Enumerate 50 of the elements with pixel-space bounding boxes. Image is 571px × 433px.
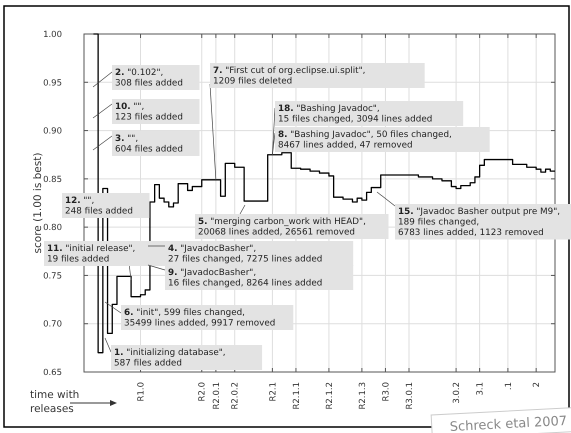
annotation: 6. "init", 599 files changed, 35499 lines added, 9917 removed <box>124 308 276 328</box>
callout: 10. "", 123 files added <box>92 99 200 124</box>
callout: 15. "Javadoc Basher output pre M9", 189 files changed, 6783 lines added, 1123 removed <box>376 192 571 240</box>
annotation: 18. "Bashing Javadoc", 15 files changed, 3094 lines added <box>278 104 432 124</box>
y-axis-title: score (1.00 is best) <box>32 152 44 254</box>
callout: 6. "init", 599 files changed, 35499 lines added, 9917 removed <box>104 302 294 330</box>
x-tick-label: R2.0 <box>198 382 208 402</box>
x-tick-label: R2.1.3 <box>358 382 368 410</box>
y-tick-label: 0.85 <box>43 174 62 185</box>
x-tick-label: R3.0 <box>381 382 392 402</box>
callout: 2. "0.102", 308 files added <box>92 65 200 90</box>
x-tick-label: R3.0.1 <box>404 382 415 410</box>
annotation: 8. "Bashing Javadoc", 50 files changed, 8467 lines added, 47 removed <box>278 130 452 150</box>
callout: 5. "merging carbon_work with HEAD", 20068 lines added, 26561 removed <box>195 204 388 239</box>
annotation: 12. "", 248 files added <box>65 196 133 216</box>
annotation: 10. "", 123 files added <box>115 102 183 122</box>
annotation: 15. "Javadoc Basher output pre M9", 189 files changed, 6783 lines added, 1123 removed <box>398 207 560 238</box>
annotation: 11. "initial release", 19 files added <box>47 244 136 264</box>
callout: 9. "JavadocBasher", 16 files changed, 8264 lines added <box>148 264 354 290</box>
annotation: 7. "First cut of org.eclipse.ui.split", 1209 files deleted <box>213 66 366 86</box>
x-tick-label: R2.1 <box>268 382 278 402</box>
x-axis-title: time with releases <box>30 389 80 415</box>
y-tick-label: 0.80 <box>43 223 62 234</box>
annotation: 5. "merging carbon_work with HEAD", 20068 lines added, 26561 removed <box>198 217 366 238</box>
x-tick-label: 3.0.2 <box>452 382 462 404</box>
annotation: 3. "", 604 files added <box>115 134 183 154</box>
x-tick-label: R2.1.2 <box>324 382 335 410</box>
callout: 1. "initializing database", 587 files added <box>104 338 262 370</box>
y-tick-label: 0.65 <box>43 368 62 378</box>
x-tick-label: 3.1 <box>476 382 486 396</box>
y-tick-label: 0.95 <box>43 78 62 88</box>
callout: 3. "", 604 files added <box>92 131 200 156</box>
callout: 4. "JavadocBasher", 27 files changed, 7275 lines added <box>148 241 354 266</box>
x-tick-label: .1 <box>504 382 514 390</box>
annotation: 2. "0.102", 308 files added <box>115 68 183 88</box>
x-tick-label: R1.0 <box>136 382 146 402</box>
annotation: 4. "JavadocBasher", 27 files changed, 7275 lines added <box>168 244 322 264</box>
x-tick-label: R2.0.2 <box>230 382 241 410</box>
x-tick-label: R2.1.1 <box>292 382 302 410</box>
y-tick-label: 1.00 <box>43 30 62 40</box>
callout: 8. "Bashing Javadoc", 50 files changed, 8467 lines added, 47 removed <box>272 127 490 156</box>
y-tick-label: 0.90 <box>43 126 62 137</box>
x-tick-label: R2.0.1 <box>212 382 222 410</box>
y-tick-label: 0.70 <box>43 320 62 330</box>
text: Schreck etal 2007 <box>449 414 568 433</box>
annotation: 9. "JavadocBasher", 16 files changed, 8264 lines added <box>168 268 322 288</box>
x-tick-label: 2 <box>532 382 542 388</box>
annotation: 1. "initializing database", 587 files added <box>114 348 226 368</box>
y-tick-label: 0.75 <box>43 271 62 282</box>
callout: 12. "", 248 files added <box>62 193 150 218</box>
